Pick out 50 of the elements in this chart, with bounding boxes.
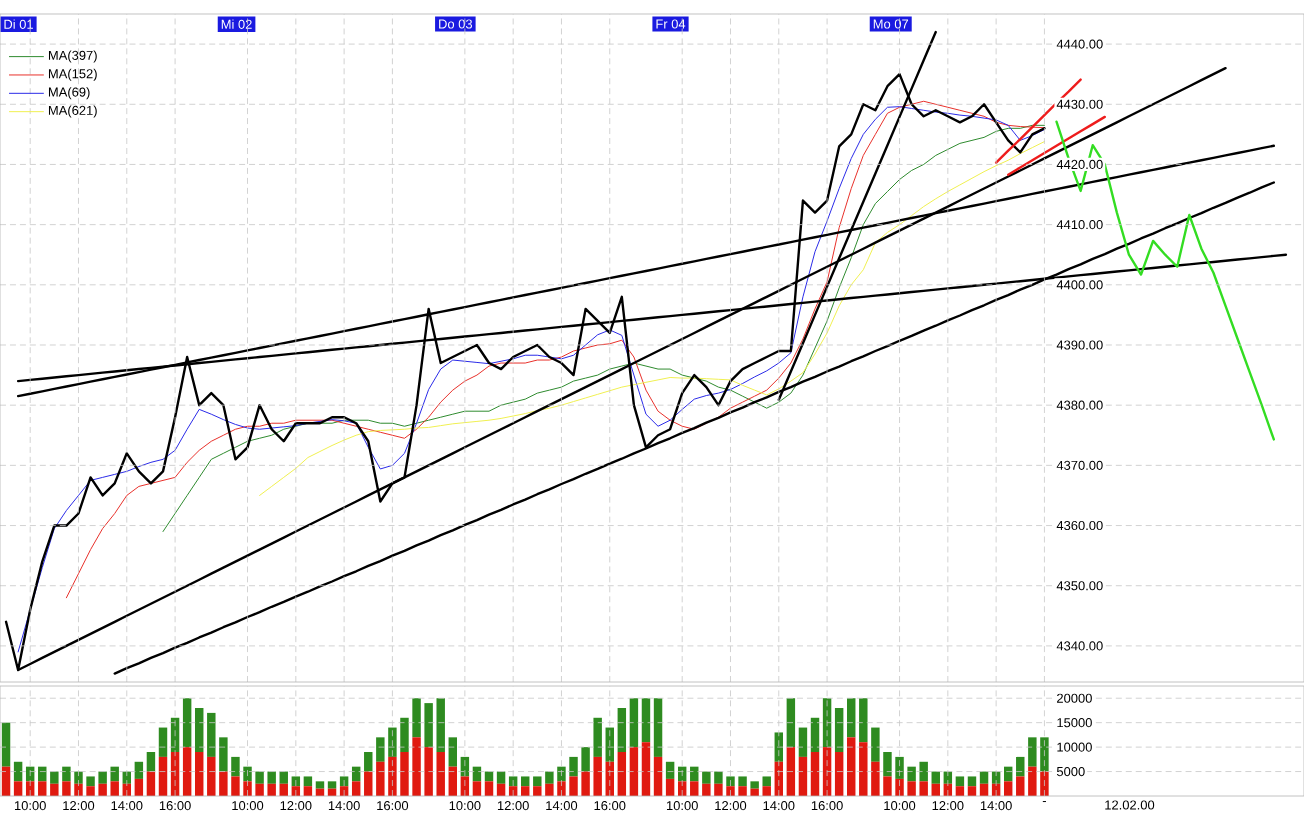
bar [641,698,651,743]
bar [690,781,699,796]
bar [1003,781,1013,796]
line-series [1007,115,1106,176]
bar [641,742,651,796]
bar [653,756,663,796]
bar [834,708,844,752]
bar [847,737,856,796]
line-series [1055,120,1276,441]
bar [798,756,808,796]
bar [931,771,940,784]
bar [182,747,192,796]
bar [1,722,11,767]
bar [484,781,494,796]
bar [810,752,820,796]
line-series [259,141,1045,496]
bar [665,761,675,779]
bar [955,776,965,787]
bar [351,781,361,796]
bar [786,698,796,748]
bar [134,761,144,779]
bar [364,752,373,772]
bar [158,756,168,796]
bar [279,771,288,784]
bar [979,771,989,784]
bar [617,752,627,796]
bar [13,781,23,796]
bar [327,781,337,789]
bar [146,752,156,772]
bar [798,727,808,757]
bar [448,737,458,767]
bar [195,708,204,752]
bar [617,708,627,752]
bar [810,717,820,752]
bar [472,781,482,796]
bar [967,776,977,787]
bar [315,781,325,789]
bar [834,752,844,796]
bar [629,747,639,796]
bar [195,752,204,796]
bar [521,776,530,787]
bar [182,698,192,748]
bar [653,698,663,757]
bar [629,698,639,748]
bar [496,771,506,784]
bar [786,747,796,796]
bar [303,776,313,787]
bar [847,698,856,738]
bar [38,781,47,796]
bar [13,761,23,782]
